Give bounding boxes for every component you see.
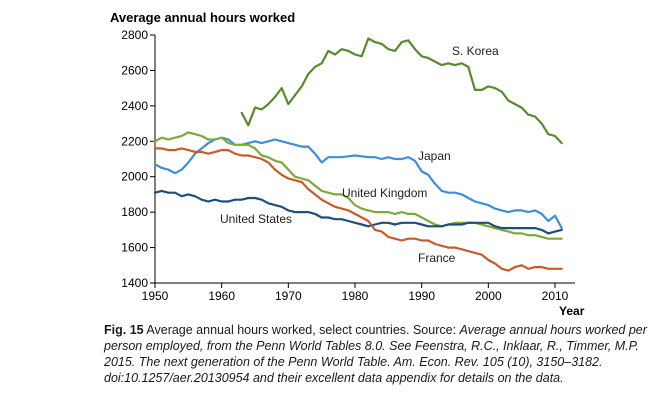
y-tick-label: 2800 — [121, 28, 148, 42]
x-tick-label: 1980 — [342, 289, 369, 303]
y-tick-label: 2400 — [121, 99, 148, 113]
y-tick-label: 1600 — [121, 241, 148, 255]
x-tick-label: 1960 — [208, 289, 235, 303]
y-tick-label: 1400 — [121, 276, 148, 290]
y-tick-label: 2000 — [121, 170, 148, 184]
series-line-united-kingdom — [153, 131, 563, 240]
series-line-united-states — [153, 189, 563, 235]
y-tick-label: 2200 — [121, 134, 148, 148]
label-france: France — [418, 251, 456, 265]
axes: 1400 1600 1800 2000 2200 2400 2600 2800 1950 1960… — [121, 28, 575, 303]
x-tick-label: 2010 — [542, 289, 569, 303]
caption-lead: Average annual hours worked, select coun… — [143, 323, 460, 337]
series-line-france — [153, 147, 563, 272]
x-tick-label: 2000 — [475, 289, 502, 303]
label-s-korea: S. Korea — [452, 44, 499, 58]
label-united-states: United States — [220, 212, 292, 226]
y-tick-label: 1800 — [121, 205, 148, 219]
label-united-kingdom: United Kingdom — [342, 186, 427, 200]
x-tick-label: 1950 — [142, 289, 169, 303]
y-tick-label: 2600 — [121, 63, 148, 77]
series-line-s-korea — [240, 37, 563, 145]
figure-caption: Fig. 15 Average annual hours worked, sel… — [104, 322, 660, 386]
chart-title: Average annual hours worked — [110, 10, 295, 25]
x-tick-label: 1970 — [275, 289, 302, 303]
series-labels: S. Korea Japan United Kingdom United Sta… — [220, 44, 499, 265]
caption-source: Average annual hours worked per person e… — [104, 323, 647, 385]
x-tick-label: 1990 — [408, 289, 435, 303]
figure-label: Fig. 15 — [104, 323, 144, 337]
line-chart: Average annual hours worked 1400 1600 1800… — [110, 10, 585, 318]
series-layer — [153, 37, 563, 272]
x-axis-title: Year — [559, 304, 585, 318]
label-japan: Japan — [418, 149, 451, 163]
